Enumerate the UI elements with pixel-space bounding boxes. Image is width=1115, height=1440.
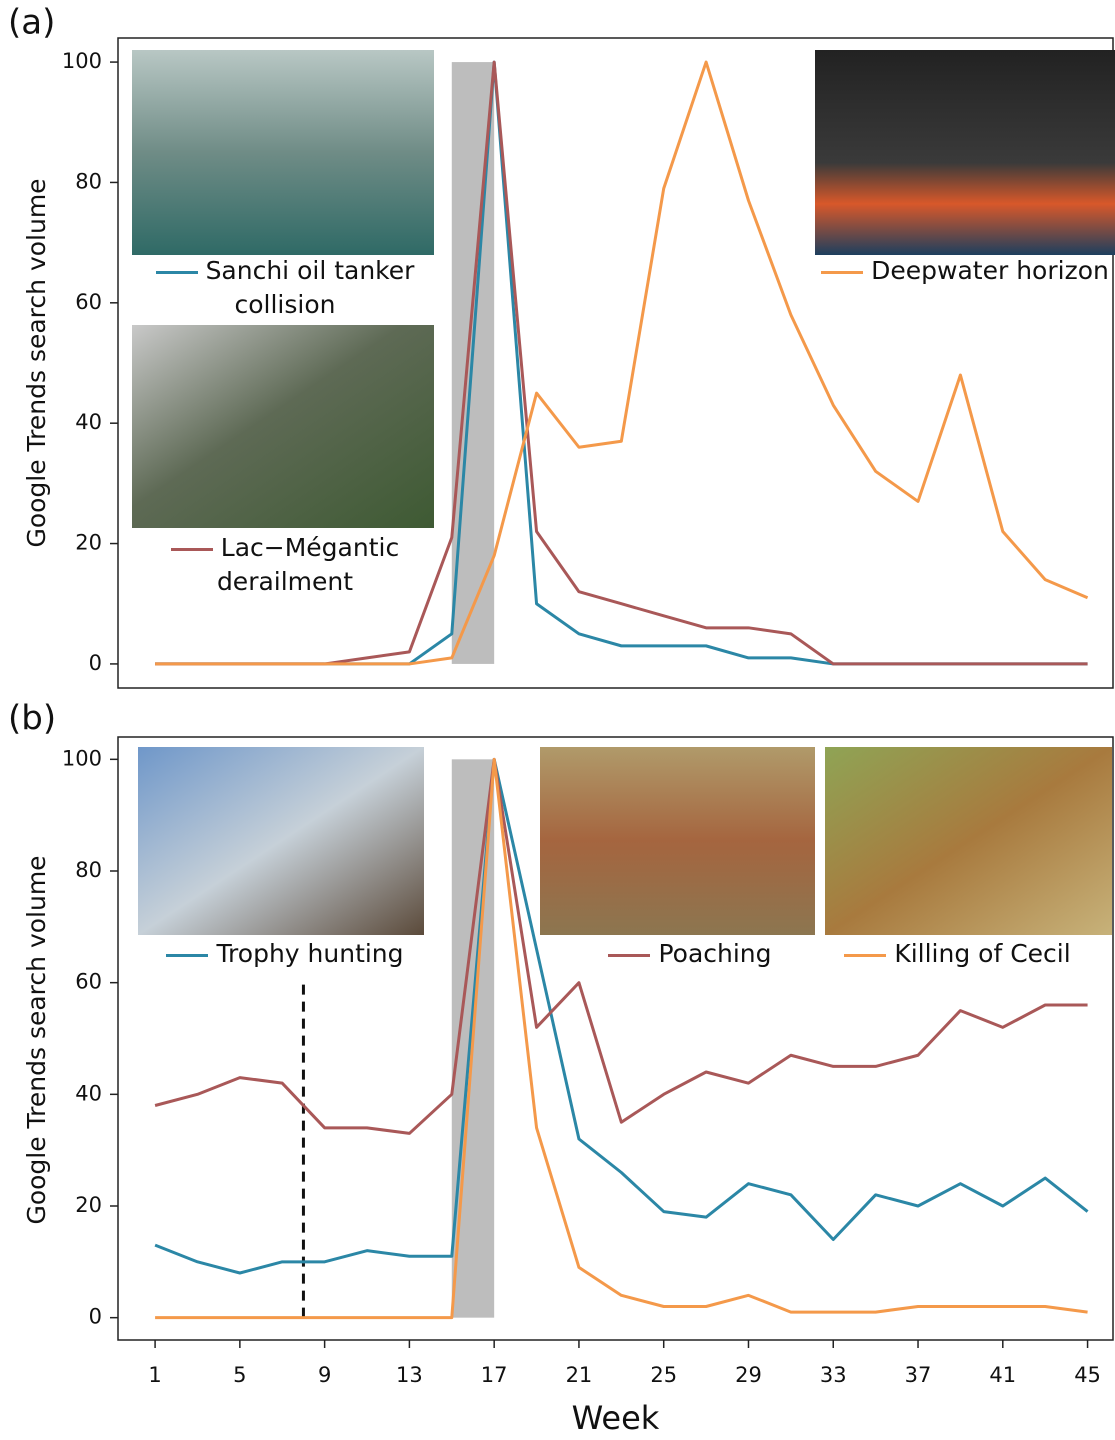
- x-axis-label: Week: [572, 1399, 660, 1437]
- x-tick-label: 29: [735, 1363, 762, 1387]
- legend-entry: Killing of Cecil: [835, 937, 1080, 971]
- y-tick-label: 80: [75, 169, 102, 193]
- x-tick-label: 9: [318, 1363, 331, 1387]
- photo: [540, 747, 815, 935]
- legend-entry: Sanchi oil tanker collision: [150, 254, 420, 322]
- legend-label: Poaching: [658, 939, 772, 968]
- x-tick-label: 25: [650, 1363, 677, 1387]
- y-tick-label: 40: [75, 1081, 102, 1105]
- series-line: [155, 757, 1088, 1320]
- axes-frame: [117, 736, 1114, 1341]
- photo: [132, 325, 434, 528]
- x-tick-label: 45: [1074, 1363, 1101, 1387]
- x-tick-label: 5: [233, 1363, 246, 1387]
- x-tick-label: 17: [481, 1363, 508, 1387]
- series-line: [154, 757, 1089, 1275]
- legend-swatch: [844, 953, 887, 957]
- photo: [132, 50, 434, 255]
- y-tick-label: 60: [75, 970, 102, 994]
- y-tick-label: 60: [75, 290, 102, 314]
- legend-label: Trophy hunting: [216, 939, 404, 968]
- series-line: [155, 60, 1089, 666]
- x-tick-label: 33: [820, 1363, 847, 1387]
- panel-label: (b): [8, 699, 56, 739]
- legend-entry: Poaching: [600, 937, 780, 971]
- legend-label: Killing of Cecil: [894, 939, 1071, 968]
- legend-swatch: [166, 953, 209, 957]
- legend-swatch: [170, 547, 213, 551]
- x-tick-label: 21: [566, 1363, 593, 1387]
- legend-entry: Trophy hunting: [160, 937, 410, 971]
- y-tick-label: 20: [75, 531, 102, 555]
- legend-swatch: [155, 270, 198, 274]
- panel-label: (a): [8, 3, 55, 43]
- legend-label: Deepwater horizon: [871, 256, 1109, 285]
- photo: [815, 50, 1115, 255]
- x-tick-label: 41: [989, 1363, 1016, 1387]
- legend-entry: Deepwater horizon: [815, 254, 1115, 288]
- x-tick-label: 1: [148, 1363, 161, 1387]
- y-tick-label: 0: [89, 651, 102, 675]
- y-axis-label: Google Trends search volume: [22, 178, 51, 547]
- x-tick-label: 37: [905, 1363, 932, 1387]
- y-tick-label: 100: [62, 49, 102, 73]
- y-axis-label: Google Trends search volume: [22, 855, 51, 1224]
- y-tick-label: 80: [75, 858, 102, 882]
- y-tick-label: 20: [75, 1193, 102, 1217]
- photo: [825, 747, 1112, 935]
- photo: [138, 747, 424, 935]
- x-tick-label: 13: [396, 1363, 423, 1387]
- y-tick-label: 100: [62, 746, 102, 770]
- y-tick-label: 0: [89, 1305, 102, 1329]
- y-tick-label: 40: [75, 410, 102, 434]
- legend-label: Lac−Mégantic derailment: [216, 533, 400, 596]
- legend-swatch: [821, 270, 864, 274]
- axes-frame: [117, 37, 1114, 689]
- series-line: [154, 757, 1088, 1135]
- legend-label: Sanchi oil tanker collision: [205, 256, 415, 319]
- legend-entry: Lac−Mégantic derailment: [165, 531, 405, 599]
- legend-swatch: [608, 953, 651, 957]
